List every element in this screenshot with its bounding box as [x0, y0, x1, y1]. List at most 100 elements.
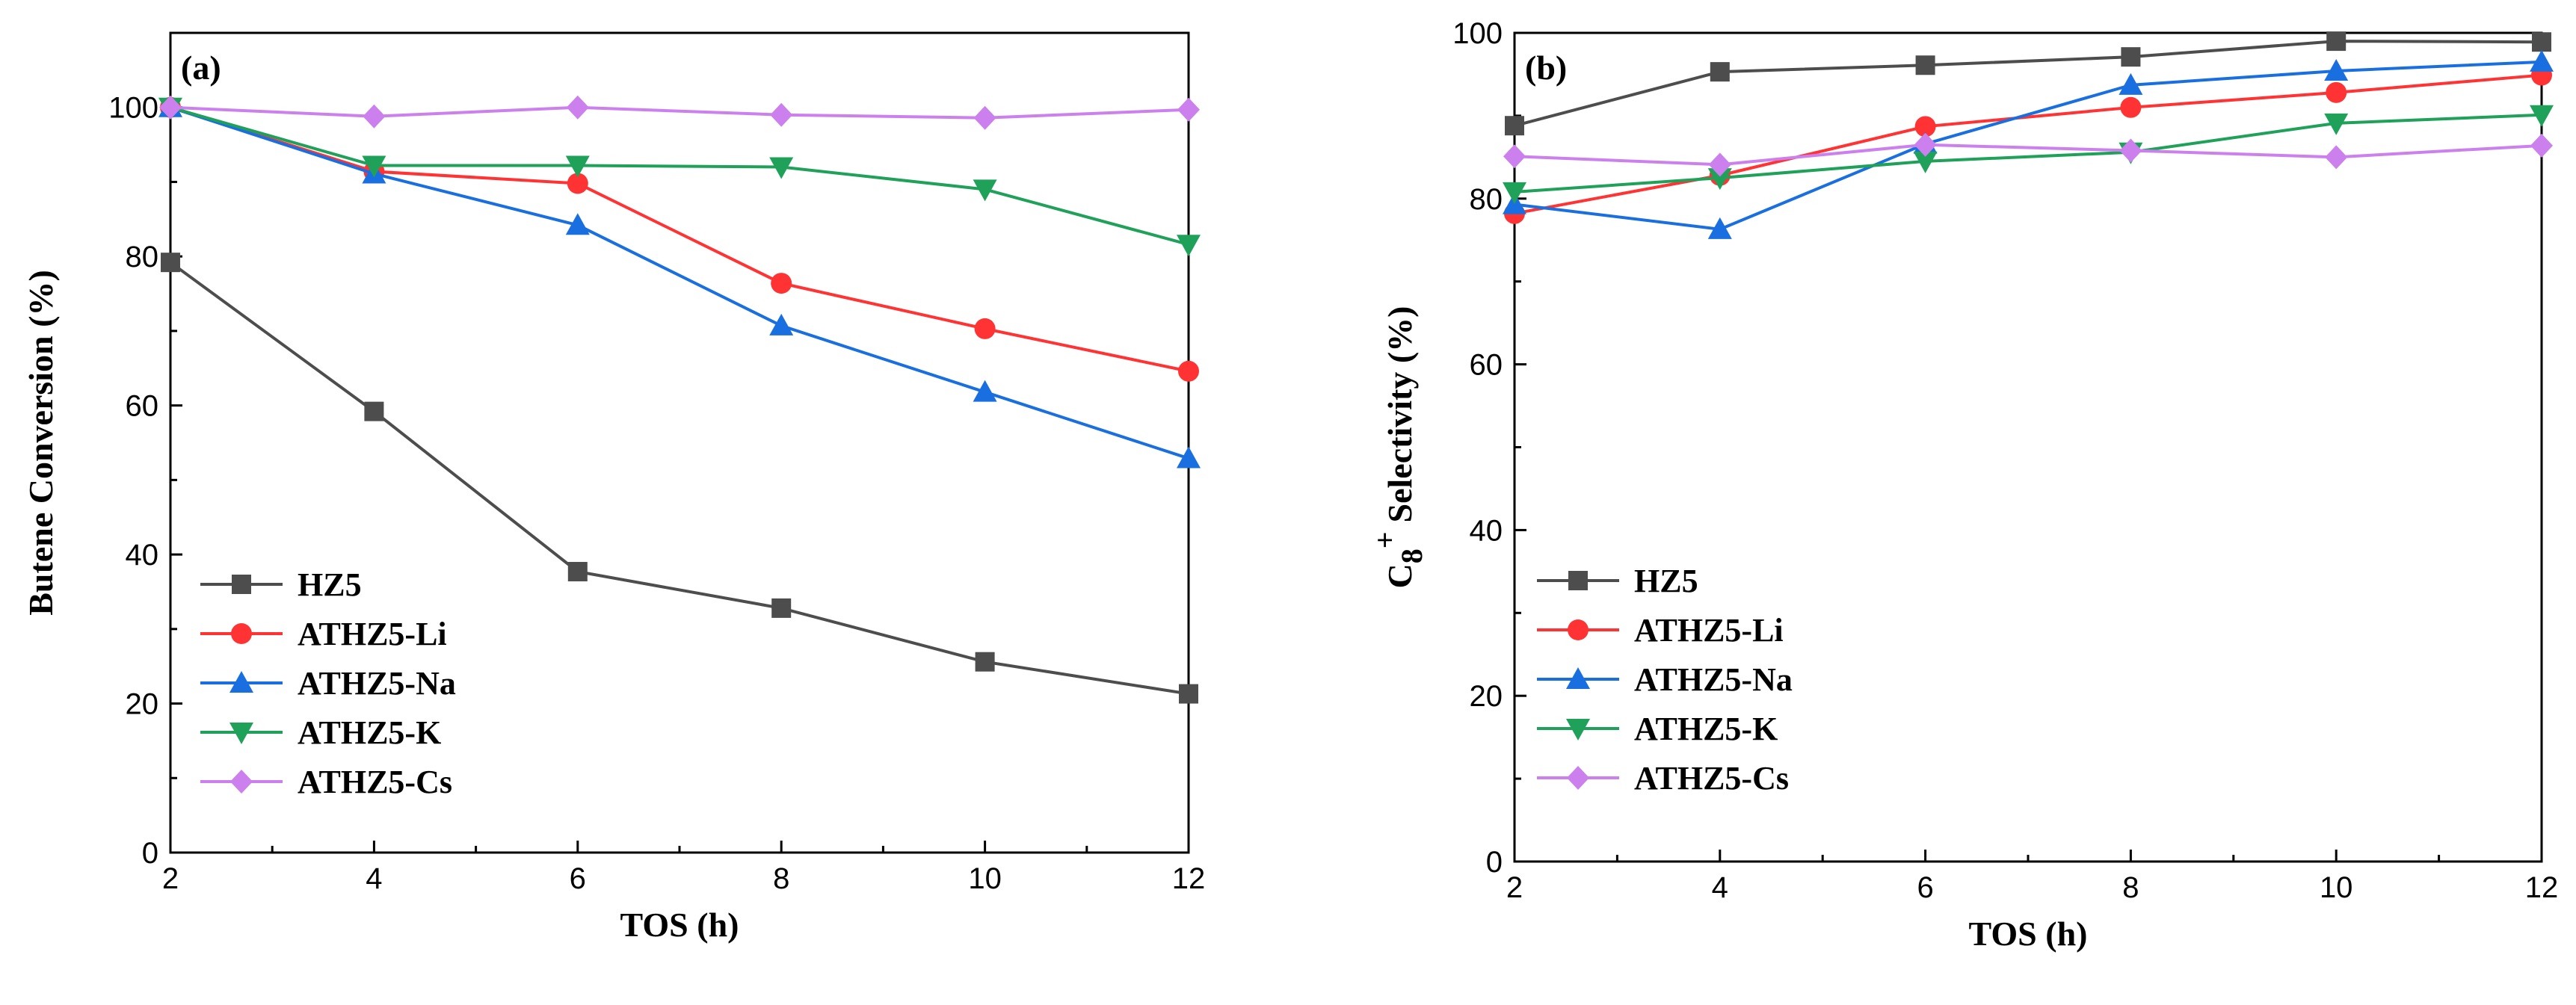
- chart-a-legend-swatch-marker: [232, 575, 251, 594]
- chart-b-y-title-main: C: [1381, 563, 1419, 588]
- chart-b-x-tick-label: 2: [1506, 871, 1523, 904]
- chart-a-x-tick-label: 4: [366, 862, 382, 895]
- chart-a-series-athz5-cs-point: [1177, 97, 1200, 122]
- chart-b-series-athz5-k-line: [1514, 113, 2542, 194]
- chart-b-y-tick-label: 40: [1470, 514, 1503, 547]
- chart-b-series-athz5-na-point: [1707, 217, 1732, 239]
- chart-a-series-athz5-cs-line: [170, 105, 1189, 120]
- chart-a-legend-label: HZ5: [298, 566, 362, 603]
- chart-b-x-tick-label: 12: [2525, 871, 2559, 904]
- chart-b-legend-swatch-marker: [1568, 571, 1588, 590]
- chart-a-series-athz5-li-point: [567, 173, 588, 194]
- chart-b-series-athz5-k-point: [2530, 105, 2554, 127]
- chart-a-series-athz5-na-line: [170, 105, 1189, 460]
- chart-b-series-athz5-na-point: [2324, 59, 2349, 81]
- chart-b-legend-label: ATHZ5-Cs: [1634, 760, 1789, 797]
- chart-b-series-athz5-na-line: [1514, 60, 2542, 231]
- chart-b-x-tick-label: 8: [2122, 871, 2139, 904]
- chart-b-series-athz5-cs-point: [1708, 152, 1731, 177]
- chart-a-x-tick-label: 10: [968, 862, 1002, 895]
- chart-b-y-tick-label: 0: [1486, 846, 1503, 879]
- chart-a-series-athz5-li: [160, 96, 1199, 382]
- chart-a-y-tick-label: 20: [126, 688, 159, 721]
- chart-b-series-athz5-cs-point: [2325, 145, 2348, 170]
- chart-a-series-athz5-k-point: [565, 155, 590, 178]
- chart-a-legend-entry-athz5-cs: ATHZ5-Cs: [200, 764, 452, 800]
- chart-b-legend-label: ATHZ5-K: [1634, 711, 1778, 747]
- chart-b-series-athz5-cs-point: [2119, 138, 2142, 163]
- chart-b-y-axis-title: C8+ Selectivity (%): [1368, 306, 1429, 589]
- chart-a-series-athz5-li-line: [170, 105, 1189, 373]
- chart-b-series-athz5-na-point: [2119, 72, 2143, 95]
- chart-b-series-athz5-k-point: [2324, 113, 2349, 135]
- chart-a-series-athz5-k-point: [973, 179, 997, 202]
- chart-b-series-hz5-point: [2326, 31, 2347, 52]
- chart-a-series-athz5-na-point: [1177, 446, 1201, 469]
- chart-a-series-hz5-point: [1179, 684, 1198, 704]
- chart-a-series-athz5-li-point: [1178, 360, 1199, 382]
- chart-a-legend-swatch-marker: [229, 723, 253, 744]
- chart-a-legend-label: ATHZ5-Li: [298, 616, 447, 652]
- chart-a-series-athz5-li-point: [771, 273, 792, 294]
- chart-b-legend-label: HZ5: [1634, 563, 1698, 599]
- chart-a-series-athz5-cs-point: [363, 104, 386, 129]
- chart-b-series-athz5-cs-point: [1914, 132, 1937, 157]
- chart-b-series-athz5-k-point: [1707, 168, 1732, 191]
- chart-b-x-axis-title: TOS (h): [1969, 915, 2088, 953]
- chart-b-series-athz5-k-point: [1503, 182, 1526, 204]
- chart-a-series-athz5-cs-point: [770, 102, 793, 127]
- chart-a-series-hz5-point: [975, 652, 995, 672]
- chart-a-x-tick-label: 12: [1172, 862, 1206, 895]
- chart-a-legend-entry-hz5: HZ5: [200, 566, 362, 603]
- chart-a-legend-entry-athz5-li: ATHZ5-Li: [200, 616, 447, 652]
- chart-a-legend-entry-athz5-k: ATHZ5-K: [200, 714, 441, 751]
- chart-a-series-athz5-na-point: [769, 313, 794, 335]
- chart-b-y-title-rest: Selectivity (%): [1381, 306, 1419, 523]
- chart-a-series-athz5-li-point: [974, 318, 996, 339]
- chart-b-legend-entry-athz5-cs: ATHZ5-Cs: [1537, 760, 1789, 797]
- chart-b-series-hz5-line: [1514, 40, 2542, 128]
- chart-b-series-athz5-li-line: [1514, 73, 2542, 215]
- chart-b-series-athz5-na: [1503, 49, 2554, 239]
- chart-a-series-hz5: [161, 253, 1198, 704]
- chart-b-y-tick-label: 80: [1470, 183, 1503, 216]
- chart-b-legend-entry-athz5-k: ATHZ5-K: [1537, 711, 1778, 747]
- chart-b-series-athz5-na-point: [2530, 49, 2554, 72]
- chart-a-series-athz5-k-point: [769, 157, 794, 179]
- chart-a-x-tick-label: 8: [773, 862, 789, 895]
- chart-b-series-hz5-point: [2532, 32, 2551, 52]
- chart-b-y-tick-label: 60: [1470, 349, 1503, 382]
- chart-b-legend-swatch-marker: [1566, 667, 1590, 689]
- chart-b-x-tick-label: 4: [1712, 871, 1728, 904]
- chart-a-series-athz5-na-point: [973, 380, 997, 402]
- chart-b-y-tick-label: 100: [1452, 17, 1503, 50]
- chart-a-panel-label: (a): [181, 49, 221, 87]
- chart-a-series-hz5-point: [161, 253, 180, 273]
- chart-a-legend-label: ATHZ5-Na: [298, 665, 456, 702]
- chart-b-legend-label: ATHZ5-Li: [1634, 612, 1784, 649]
- chart-b-legend-swatch-marker: [1567, 766, 1589, 790]
- chart-b-series-athz5-cs-line: [1514, 143, 2542, 167]
- chart-a-series-athz5-cs: [159, 95, 1200, 130]
- chart-b-series-athz5-li-point: [1914, 116, 1936, 137]
- chart-a-legend-swatch-marker: [229, 671, 253, 693]
- chart-b-legend-swatch-marker: [1568, 619, 1589, 640]
- chart-a-series-athz5-cs-point: [973, 105, 996, 130]
- chart-a-series-athz5-na-point: [565, 213, 590, 235]
- chart-a-legend-label: ATHZ5-Cs: [298, 764, 452, 800]
- chart-b-legend-entry-athz5-na: ATHZ5-Na: [1537, 661, 1793, 698]
- chart-b-series-hz5-point: [1710, 62, 1730, 82]
- chart-a-series-hz5-point: [771, 598, 792, 618]
- chart-a-series-athz5-k-line: [170, 105, 1189, 247]
- chart-a-y-tick-label: 100: [108, 92, 158, 125]
- chart-b-legend-entry-hz5: HZ5: [1537, 563, 1698, 599]
- chart-b-series-hz5-point: [1505, 116, 1524, 136]
- chart-a-y-tick-label: 80: [126, 241, 159, 273]
- chart-a-x-axis-title: TOS (h): [620, 906, 739, 944]
- chart-a-x-tick-label: 2: [162, 862, 179, 895]
- chart-b-series-athz5-cs-point: [1503, 144, 1526, 169]
- chart-b-x-tick-label: 6: [1917, 871, 1933, 904]
- chart-b-legend-entry-athz5-li: ATHZ5-Li: [1537, 612, 1784, 649]
